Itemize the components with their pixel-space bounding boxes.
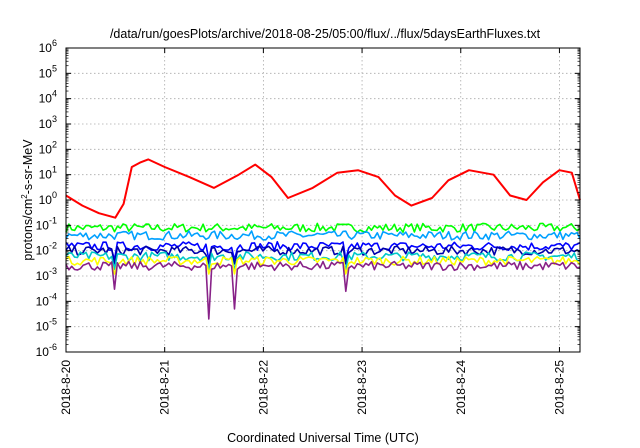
y-tick-label: 10-2 [36, 241, 57, 258]
y-tick-label: 105 [39, 63, 57, 80]
y-tick-label: 10-6 [36, 342, 57, 359]
y-axis-label: protons/cm2-s-sr-MeV [20, 139, 35, 261]
x-tick-label: 2018-8-20 [59, 360, 73, 415]
series-layer [65, 158, 581, 320]
series-line [65, 255, 581, 275]
series-line [65, 260, 581, 320]
series-line [65, 222, 581, 233]
y-tick-label: 101 [39, 165, 57, 182]
y-tick-label: 102 [39, 139, 57, 156]
grid-lines [66, 48, 580, 352]
series-line [65, 245, 581, 265]
y-tick-label: 106 [39, 38, 57, 55]
x-tick-label: 2018-8-25 [552, 360, 566, 415]
y-tick-label: 103 [39, 114, 57, 131]
y-tick-label: 104 [39, 89, 57, 106]
series-line [65, 241, 581, 261]
chart-title: /data/run/goesPlots/archive/2018-08-25/0… [110, 27, 541, 41]
series-line [65, 251, 581, 271]
x-tick-label: 2018-8-23 [355, 360, 369, 415]
x-axis: 2018-8-20 2018-8-21 2018-8-22 2018-8-23 2018… [59, 48, 566, 415]
x-axis-label: Coordinated Universal Time (UTC) [227, 431, 419, 445]
series-line [65, 158, 581, 219]
y-tick-label: 10-5 [36, 317, 57, 334]
x-tick-label: 2018-8-21 [158, 360, 172, 415]
y-tick-label: 10-4 [36, 291, 57, 308]
y-tick-label: 10-1 [36, 215, 57, 232]
x-tick-label: 2018-8-24 [454, 360, 468, 415]
x-tick-label: 2018-8-22 [256, 360, 270, 415]
y-axis: 10-6 10-5 10-4 10-3 10-2 10-1 100 101 102 103 104 1… [36, 38, 580, 359]
y-tick-label: 100 [39, 190, 57, 207]
y-tick-label: 10-3 [36, 266, 57, 283]
series-line [65, 230, 581, 241]
